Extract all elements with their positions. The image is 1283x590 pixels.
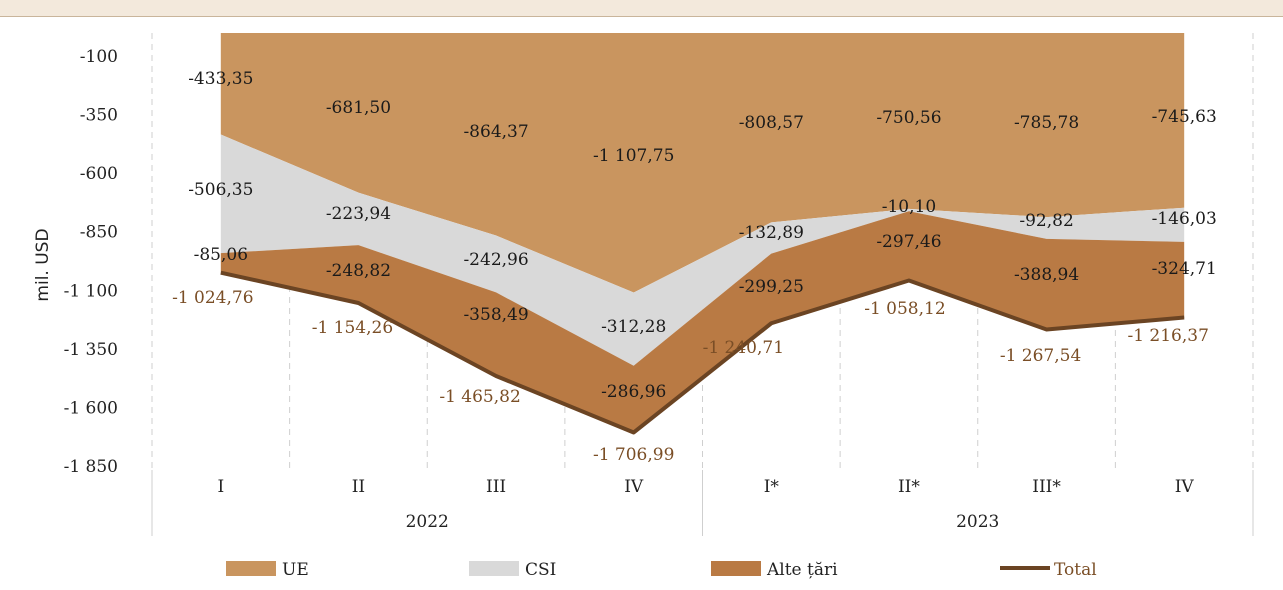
data-label-csi: -92,82 — [1019, 211, 1073, 231]
data-label-ue: -681,50 — [326, 98, 391, 118]
y-tick-label: -1 350 — [64, 340, 118, 360]
data-label-alte-ri: -388,94 — [1014, 265, 1079, 285]
data-label-ue: -750,56 — [876, 108, 941, 128]
x-tick-label: I — [217, 477, 224, 497]
area-layer — [220, 33, 1185, 433]
data-label-csi: -242,96 — [463, 250, 528, 270]
x-tick-label: II — [352, 477, 365, 497]
legend-item: Alte țări — [711, 560, 838, 580]
axis-layer: -100 -350 -600 -850 -1 100 -1 350 -1 600 -1 850… — [33, 47, 1254, 536]
data-label-alte-ri: -358,49 — [463, 305, 528, 325]
legend-swatch — [469, 561, 519, 576]
y-tick-label: -1 850 — [64, 457, 118, 477]
data-label-alte-ri: -85,06 — [194, 245, 248, 265]
legend-label: CSI — [525, 560, 556, 580]
label-layer: -433,35 -681,50 -864,37 -1 107,75 -808,57 -75… — [172, 69, 1217, 465]
x-tick-label: II* — [898, 477, 920, 497]
data-label-csi: -312,28 — [601, 317, 666, 337]
legend-item: UE — [226, 560, 309, 580]
data-label-csi: -132,89 — [739, 223, 804, 243]
legend-item: Total — [1000, 560, 1097, 580]
data-label-total: -1 024,76 — [172, 288, 253, 308]
area-alte-ri — [220, 211, 1185, 433]
y-tick-label: -600 — [80, 164, 118, 184]
total-line — [220, 270, 1185, 435]
y-tick-label: -1 600 — [64, 398, 118, 418]
data-label-total: -1 706,99 — [593, 445, 674, 465]
data-label-total: -1 154,26 — [312, 318, 393, 338]
data-label-ue: -745,63 — [1152, 107, 1217, 127]
title-strip — [0, 0, 1283, 17]
area-csi — [220, 134, 1185, 366]
y-axis-title: mil. USD — [33, 228, 53, 301]
x-tick-label: IV — [1175, 477, 1195, 497]
data-label-ue: -1 107,75 — [593, 146, 674, 166]
x-tick-label: IV — [624, 477, 644, 497]
data-label-csi: -506,35 — [188, 180, 253, 200]
y-tick-label: -100 — [80, 47, 118, 67]
data-label-ue: -864,37 — [463, 122, 528, 142]
group-label: 2022 — [406, 512, 449, 532]
data-label-total: -1 267,54 — [1000, 346, 1081, 366]
x-tick-label: III* — [1032, 477, 1061, 497]
data-label-total: -1 465,82 — [439, 387, 520, 407]
data-label-alte-ri: -299,25 — [739, 277, 804, 297]
data-label-total: -1 216,37 — [1127, 326, 1208, 346]
data-label-csi: -10,10 — [882, 197, 936, 217]
legend-label: UE — [282, 560, 309, 580]
legend-label: Alte țări — [766, 560, 838, 580]
y-tick-label: -1 100 — [64, 281, 118, 301]
x-tick-label: I* — [764, 477, 780, 497]
data-label-alte-ri: -324,71 — [1152, 259, 1217, 279]
x-tick-label: III — [486, 477, 506, 497]
area-ue — [220, 33, 1185, 293]
data-label-total: -1 240,71 — [703, 338, 784, 358]
data-label-ue: -785,78 — [1014, 113, 1079, 133]
data-label-ue: -433,35 — [188, 69, 253, 89]
legend-label: Total — [1054, 560, 1097, 580]
y-tick-label: -350 — [80, 106, 118, 126]
group-label: 2023 — [956, 512, 999, 532]
legend-item: CSI — [469, 560, 556, 580]
data-label-alte-ri: -286,96 — [601, 382, 666, 402]
data-label-alte-ri: -297,46 — [876, 232, 941, 252]
data-label-csi: -223,94 — [326, 204, 391, 224]
line-layer — [220, 270, 1185, 435]
data-label-total: -1 058,12 — [864, 299, 945, 319]
data-label-csi: -146,03 — [1152, 209, 1217, 229]
legend-swatch — [226, 561, 276, 576]
legend-layer: UE CSI Alte țări Total — [226, 560, 1097, 580]
data-label-alte-ri: -248,82 — [326, 261, 391, 281]
y-tick-label: -850 — [80, 223, 118, 243]
data-label-ue: -808,57 — [739, 113, 804, 133]
legend-swatch — [711, 561, 761, 576]
